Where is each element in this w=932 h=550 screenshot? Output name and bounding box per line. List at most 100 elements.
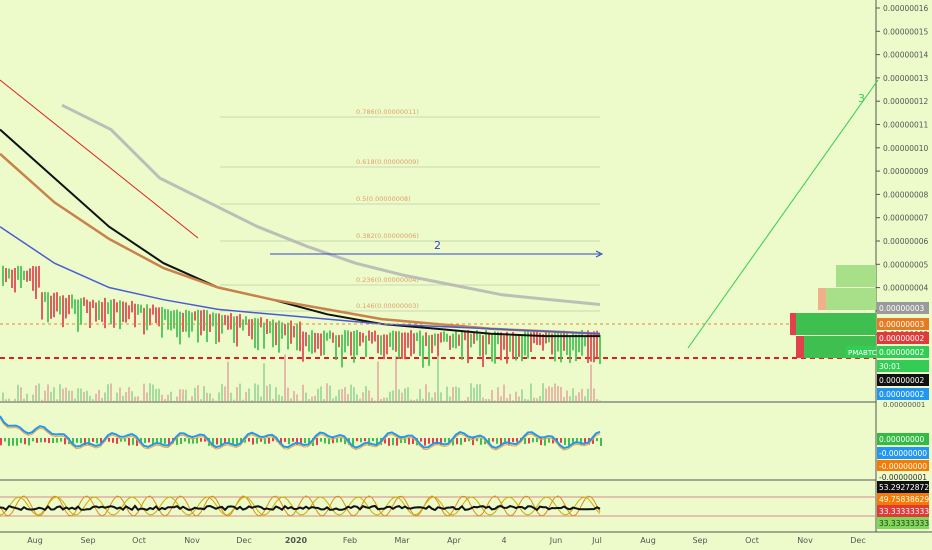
candle <box>113 298 115 328</box>
volume-bar <box>575 395 577 401</box>
macd-badge: -0.00000001 <box>879 473 927 482</box>
macd-badge: -0.00000000 <box>879 462 927 471</box>
macd-histogram-bar <box>32 438 34 442</box>
volume-bar <box>389 391 391 401</box>
volume-bar <box>167 394 169 401</box>
candle <box>464 331 466 341</box>
price-tick-label: 0.00000012 <box>883 97 929 106</box>
fibonacci-retracement[interactable]: 0.786(0.00000011) 0.618(0.00000009) 0.5(0.… <box>220 108 600 312</box>
time-tick-label: Feb <box>343 536 357 545</box>
macd-histogram-bar <box>152 438 154 444</box>
volume-bar <box>413 400 415 401</box>
fib-level-label: 0.146(0.00000003) <box>356 302 419 310</box>
price-badge: 0.00000002 <box>879 348 925 357</box>
volume-bar <box>71 390 73 401</box>
macd-histogram-bar <box>112 438 114 443</box>
time-tick-label: Jul <box>591 536 602 545</box>
macd-histogram-bar <box>136 438 138 446</box>
macd-histogram-bar <box>320 438 322 442</box>
macd-histogram-bar <box>280 438 282 445</box>
volume-bar <box>158 388 160 401</box>
wave-3-label: 3 <box>858 92 865 105</box>
volume-bar <box>488 399 490 401</box>
price-tick-label: 0.00000013 <box>883 74 929 83</box>
candle <box>500 332 502 361</box>
candle <box>587 330 589 363</box>
volume-bar <box>92 399 94 401</box>
volume-profile-bar <box>790 313 876 335</box>
volume-bar <box>542 383 544 401</box>
candle <box>275 322 277 346</box>
volume-bar <box>263 363 265 401</box>
macd-histogram-bar <box>552 438 554 444</box>
volume-bar <box>200 399 202 401</box>
macd-histogram-bar <box>440 438 442 445</box>
volume-bar <box>128 387 130 401</box>
volume-bar <box>155 388 157 401</box>
price-tick-label: 0.00000010 <box>883 144 929 153</box>
candle <box>11 269 13 288</box>
drawings[interactable]: 23 <box>0 79 879 349</box>
volume-bar <box>191 396 193 401</box>
volume-bar <box>356 394 358 401</box>
candle <box>29 268 31 282</box>
volume-bar <box>146 392 148 401</box>
candle <box>167 309 169 330</box>
volume-bar <box>395 356 397 401</box>
osc-black-line <box>0 504 601 512</box>
macd-histogram-bar <box>148 438 150 443</box>
macd-histogram-bar <box>48 438 50 444</box>
volume-bar <box>254 383 256 401</box>
candle <box>74 299 76 314</box>
candle <box>545 330 547 344</box>
price-tick-label: 0.00000006 <box>883 237 929 246</box>
candle <box>284 324 286 336</box>
macd-histogram-bar <box>356 438 358 442</box>
candle <box>569 335 571 363</box>
price-badge-bg <box>877 318 929 330</box>
candle <box>104 297 106 329</box>
price-axis[interactable]: 0.00000016 0.00000015 0.00000014 0.00000013… <box>876 4 929 339</box>
time-axis[interactable]: Aug Sep Oct Nov Dec 2020 Feb Mar Apr 4 Jun Jul Aug Se… <box>27 536 866 545</box>
macd-histogram-bar <box>184 438 186 442</box>
volume-bar <box>446 386 448 401</box>
candle <box>323 330 325 356</box>
macd-histogram-bar <box>600 438 602 446</box>
macd-histogram-bar <box>188 438 190 444</box>
macd-histogram-bar <box>444 438 446 443</box>
volume-bar <box>398 389 400 401</box>
macd-histogram-bar <box>132 438 134 445</box>
time-tick-label: Oct <box>745 536 759 545</box>
candle <box>32 266 34 291</box>
candle <box>296 323 298 351</box>
volume-bar <box>206 392 208 401</box>
candle <box>455 330 457 349</box>
volume-bar <box>107 384 109 401</box>
macd-histogram-bar <box>140 438 142 444</box>
candle <box>539 332 541 346</box>
macd-histogram-bar <box>372 438 374 442</box>
macd-histogram-bar <box>496 438 498 444</box>
candle <box>134 303 136 328</box>
price-tick-label: 0.00000015 <box>883 27 929 36</box>
volume-bar <box>104 392 106 401</box>
candle <box>140 304 142 313</box>
volume-bar <box>521 389 523 401</box>
osc-orange-line <box>0 495 601 517</box>
candle <box>209 314 211 332</box>
volume-bar <box>23 398 25 401</box>
candle <box>254 317 256 349</box>
macd-histogram-bar <box>352 438 354 446</box>
time-tick-label: Nov <box>184 536 200 545</box>
candle <box>200 310 202 336</box>
candle <box>44 291 46 302</box>
macd-histogram-bar <box>396 438 398 446</box>
osc-badge-bg <box>877 481 929 493</box>
volume-profile-bar <box>790 313 796 335</box>
volume-bar <box>248 388 250 401</box>
volume-bar <box>518 396 520 401</box>
price-tick-label: 0.00000007 <box>883 214 929 223</box>
candle <box>446 333 448 342</box>
candle <box>419 330 421 357</box>
